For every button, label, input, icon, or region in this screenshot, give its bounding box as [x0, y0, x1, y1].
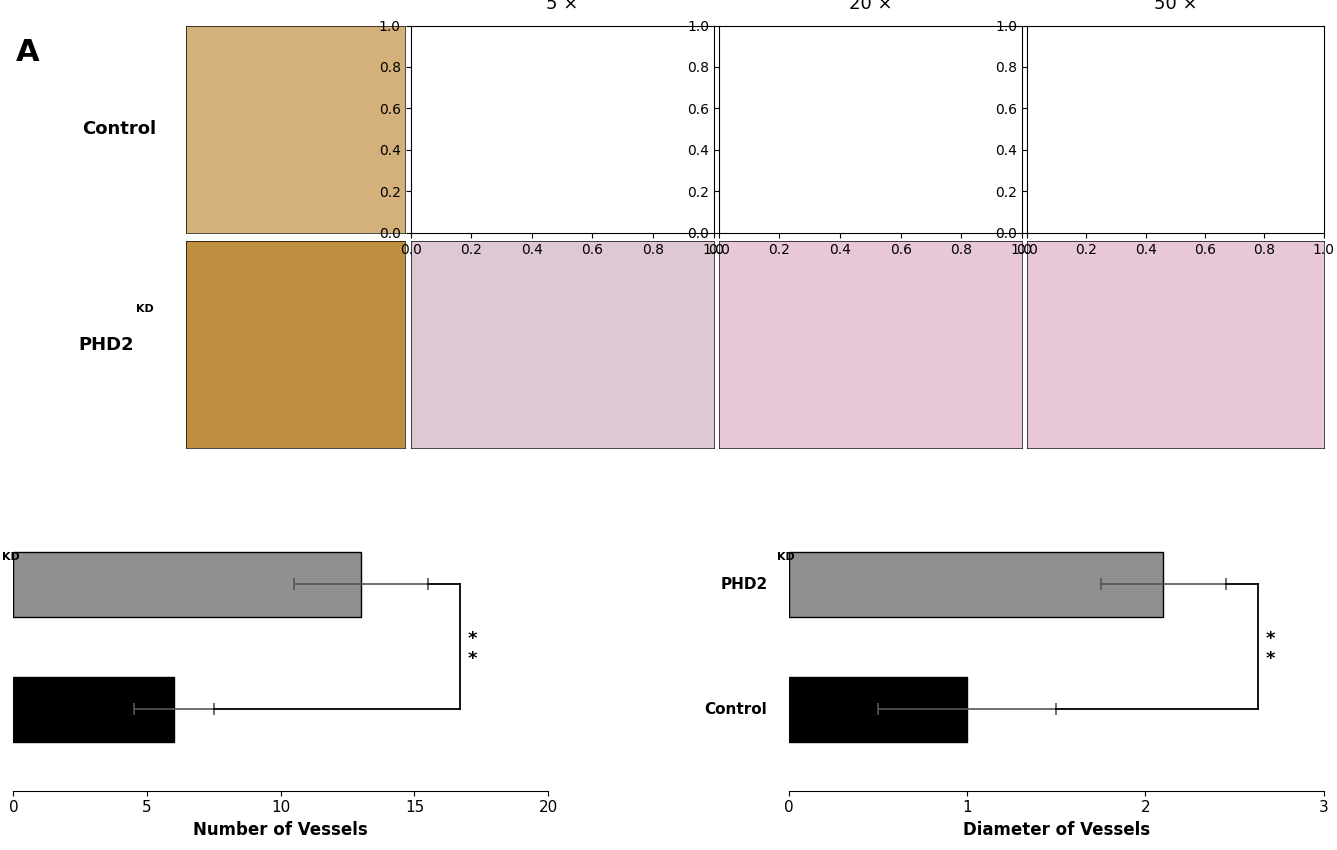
Text: 50 ×: 50 × — [1154, 0, 1197, 13]
Text: KD: KD — [1, 552, 19, 562]
Bar — [13, 677, 174, 742]
Bar — [789, 677, 967, 742]
Text: *: * — [1266, 650, 1275, 668]
Text: KD: KD — [136, 303, 154, 314]
X-axis label: Diameter of Vessels: Diameter of Vessels — [963, 821, 1150, 839]
Bar — [789, 552, 1163, 617]
Text: 5 ×: 5 × — [545, 0, 579, 13]
Text: PHD2: PHD2 — [79, 336, 134, 354]
X-axis label: Number of Vessels: Number of Vessels — [194, 821, 368, 839]
Text: Control: Control — [705, 702, 767, 717]
Text: *: * — [468, 650, 477, 668]
Text: KD: KD — [777, 552, 794, 562]
Text: Control: Control — [82, 120, 156, 139]
Bar — [13, 552, 361, 617]
Text: 20 ×: 20 × — [849, 0, 892, 13]
Text: A: A — [16, 38, 40, 67]
Text: PHD2: PHD2 — [721, 576, 767, 592]
Text: *: * — [1266, 630, 1275, 649]
Text: *: * — [468, 630, 477, 649]
